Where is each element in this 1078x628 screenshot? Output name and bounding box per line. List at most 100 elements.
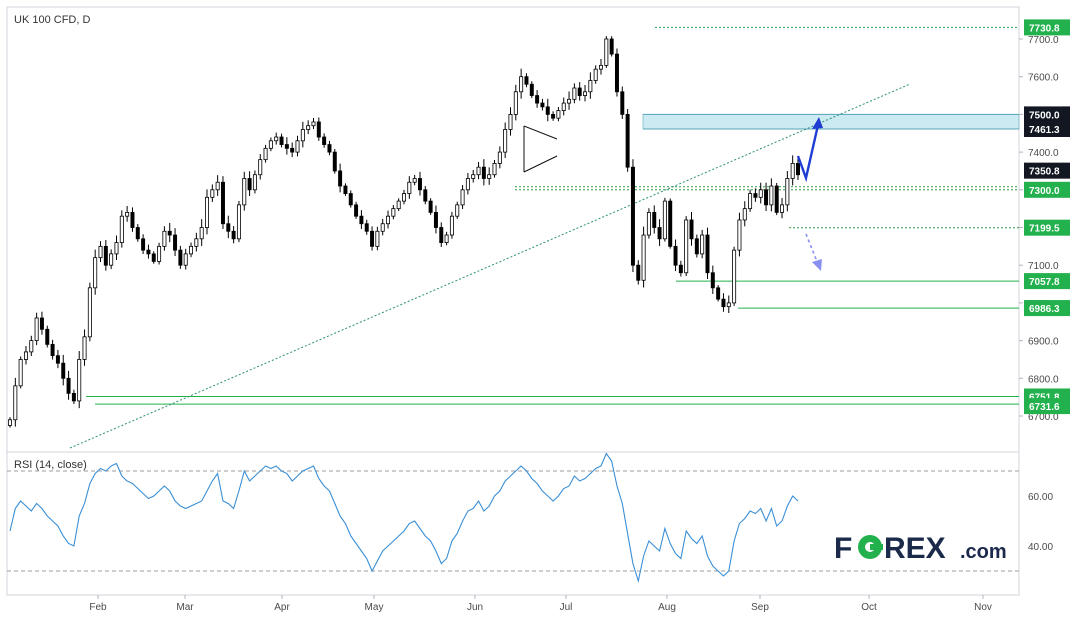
resistance-zone-box bbox=[642, 114, 1020, 130]
candle-body bbox=[513, 91, 518, 115]
candle bbox=[370, 226, 375, 251]
level-label-bg bbox=[1024, 106, 1070, 123]
candle bbox=[210, 184, 215, 202]
candle bbox=[513, 84, 518, 121]
candle bbox=[636, 260, 641, 285]
candle-body bbox=[98, 245, 103, 259]
candle-body bbox=[18, 359, 23, 387]
candle bbox=[375, 226, 380, 251]
candle bbox=[114, 235, 119, 260]
candle bbox=[673, 239, 678, 272]
candle-body bbox=[503, 129, 508, 153]
rsi-pane-border bbox=[6, 451, 1020, 596]
candle-body bbox=[130, 212, 135, 228]
candle-body bbox=[551, 114, 556, 119]
candle-body bbox=[417, 178, 422, 191]
candle bbox=[529, 81, 534, 99]
candle-body bbox=[780, 204, 785, 213]
candle-body bbox=[588, 80, 593, 93]
candle-body bbox=[433, 212, 438, 228]
rsi-line bbox=[7, 452, 1019, 584]
time-tick-label: Jun bbox=[467, 602, 483, 613]
candle bbox=[23, 346, 28, 365]
candle bbox=[465, 173, 470, 195]
candle-body bbox=[684, 219, 689, 274]
candle bbox=[242, 171, 247, 211]
candle bbox=[199, 219, 204, 246]
candle bbox=[215, 175, 220, 196]
candle-body bbox=[258, 159, 263, 176]
candle-body bbox=[8, 419, 12, 426]
candle bbox=[258, 154, 263, 180]
candle-body bbox=[263, 147, 268, 161]
candle-body bbox=[380, 223, 385, 232]
candle-body bbox=[662, 200, 667, 240]
candle-body bbox=[726, 302, 731, 308]
candle-body bbox=[274, 136, 279, 142]
level-label-text: 7350.8 bbox=[1029, 167, 1060, 178]
candle bbox=[700, 229, 705, 259]
candle bbox=[524, 73, 529, 88]
candle bbox=[268, 137, 273, 152]
candle-body bbox=[77, 359, 82, 402]
candle-body bbox=[306, 125, 311, 130]
candle bbox=[742, 201, 747, 227]
projection-arrow-up bbox=[796, 117, 823, 183]
candle-body bbox=[279, 136, 284, 145]
candle bbox=[460, 184, 465, 210]
time-tick-label: Apr bbox=[274, 602, 290, 613]
candle-body bbox=[599, 64, 603, 70]
candle-body bbox=[678, 264, 683, 274]
candle-body bbox=[508, 114, 513, 130]
level-label-text: 7500.0 bbox=[1029, 110, 1060, 121]
candle-body bbox=[737, 219, 742, 251]
candle bbox=[780, 198, 785, 219]
candle bbox=[359, 210, 364, 229]
candle bbox=[748, 189, 753, 212]
candle bbox=[577, 82, 582, 101]
candle bbox=[620, 86, 625, 119]
candle-body bbox=[455, 204, 460, 217]
time-tick-label: Mar bbox=[176, 602, 194, 613]
candle bbox=[705, 227, 710, 280]
candle bbox=[503, 122, 508, 159]
candle bbox=[476, 161, 481, 180]
candle bbox=[567, 91, 572, 110]
candle bbox=[641, 226, 646, 288]
candle bbox=[433, 205, 438, 234]
candle-body bbox=[87, 287, 92, 338]
candle bbox=[146, 244, 151, 259]
candle-body bbox=[646, 212, 651, 236]
candle-body bbox=[146, 249, 151, 255]
candle-body bbox=[481, 166, 486, 179]
rsi-axis: 40.00 60.00 bbox=[1028, 492, 1053, 553]
time-tick-label: May bbox=[365, 602, 384, 613]
candle-body bbox=[125, 212, 130, 217]
candle bbox=[189, 242, 194, 258]
candle-body bbox=[66, 377, 71, 394]
candle-body bbox=[348, 193, 353, 206]
candle bbox=[716, 285, 721, 302]
candle-body bbox=[173, 234, 178, 251]
candle bbox=[407, 176, 412, 199]
candle-body bbox=[157, 245, 162, 262]
level-label-text: 7057.8 bbox=[1029, 277, 1060, 288]
candle-body bbox=[45, 328, 50, 345]
candle-body bbox=[694, 238, 699, 255]
candle-body bbox=[183, 253, 188, 266]
resistance-zone bbox=[642, 114, 1020, 130]
candle-body bbox=[210, 189, 215, 198]
time-tick-label: Feb bbox=[89, 602, 107, 613]
candle bbox=[29, 335, 34, 357]
candle-body bbox=[268, 140, 273, 149]
candle bbox=[119, 210, 124, 248]
price-tick-label: 7400.0 bbox=[1028, 148, 1059, 159]
candle bbox=[540, 98, 545, 111]
level-label: 7461.3 bbox=[1024, 120, 1070, 137]
candle-body bbox=[23, 351, 28, 360]
candle bbox=[364, 219, 369, 235]
candle-body bbox=[167, 230, 172, 236]
candle-body bbox=[487, 174, 492, 179]
time-tick-label: Jul bbox=[560, 602, 573, 613]
candle bbox=[343, 183, 348, 196]
